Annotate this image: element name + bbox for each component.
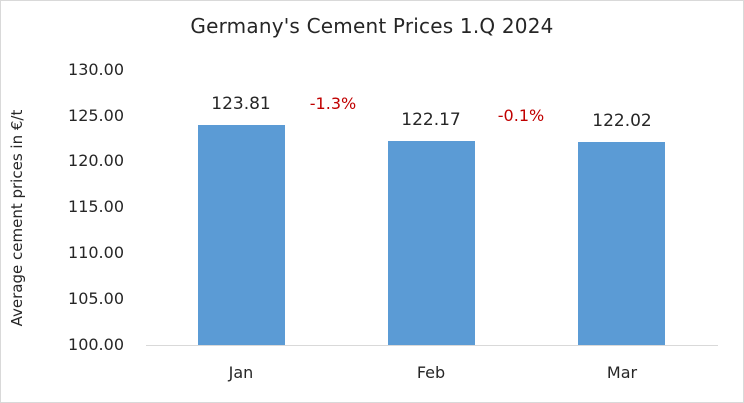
change-label-feb-mar: -0.1% <box>497 106 545 125</box>
x-tick-jan: Jan <box>228 363 254 382</box>
x-axis-line <box>146 345 718 346</box>
bar-jan <box>198 125 285 345</box>
x-tick-mar: Mar <box>606 363 638 382</box>
bar-mar <box>578 142 665 345</box>
y-tick-125: 125.00 <box>68 106 124 125</box>
y-tick-105: 105.00 <box>68 289 124 308</box>
chart-title: Germany's Cement Prices 1.Q 2024 <box>190 14 554 38</box>
y-tick-115: 115.00 <box>68 197 124 216</box>
data-label-mar: 122.02 <box>592 111 652 131</box>
y-tick-110: 110.00 <box>68 243 124 262</box>
y-axis-label: Average cement prices in €/t <box>8 109 26 327</box>
data-label-feb: 122.17 <box>401 110 461 130</box>
change-label-jan-feb: -1.3% <box>309 94 357 113</box>
y-tick-130: 130.00 <box>68 60 124 79</box>
y-tick-100: 100.00 <box>68 335 124 354</box>
bar-feb <box>388 141 475 345</box>
data-label-jan: 123.81 <box>211 94 271 114</box>
x-tick-feb: Feb <box>416 363 446 382</box>
y-tick-120: 120.00 <box>68 151 124 170</box>
